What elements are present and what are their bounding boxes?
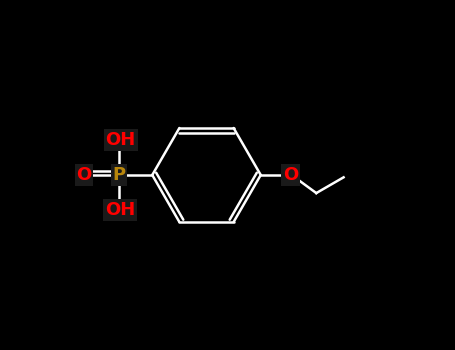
- Text: OH: OH: [105, 201, 135, 219]
- Text: O: O: [76, 166, 91, 184]
- Text: OH: OH: [106, 131, 136, 149]
- Text: O: O: [283, 166, 298, 184]
- Text: P: P: [112, 166, 126, 184]
